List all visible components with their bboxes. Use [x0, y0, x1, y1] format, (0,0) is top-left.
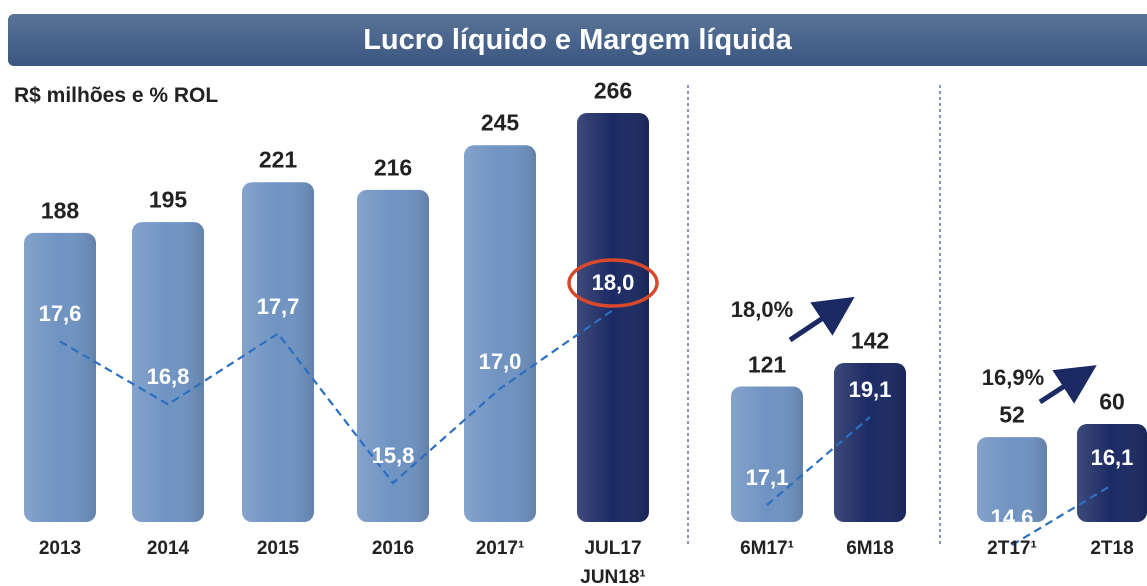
bar-value-label: 245 — [480, 109, 520, 136]
bar-value-label: 52 — [999, 401, 1025, 428]
category-label: 2T17¹ — [987, 538, 1037, 559]
bar-value-label: 195 — [148, 186, 188, 213]
margin-label: 17,1 — [745, 465, 789, 490]
annotation: 18,0% — [730, 297, 794, 322]
margin-label: 17,6 — [38, 301, 82, 327]
bar-value-label: 216 — [373, 154, 413, 181]
category-label: 2017¹ — [475, 538, 525, 559]
bar-value-label: 121 — [747, 351, 787, 377]
bar-value-label: 142 — [850, 327, 890, 354]
bar-shade — [132, 222, 204, 522]
bar-shade — [1077, 424, 1147, 522]
category-label: 6M17¹ — [740, 538, 794, 559]
title-bar: Lucro líquido e Margem líquida — [8, 14, 1147, 66]
bar-shade — [834, 363, 906, 522]
margin-label: 17,0 — [478, 348, 522, 374]
margin-line — [59, 309, 614, 485]
bar-shade — [464, 145, 536, 522]
subtitle: R$ milhões e % ROL — [14, 84, 219, 107]
bar-shade — [577, 113, 649, 522]
highlight-ring — [567, 258, 659, 308]
margin-label: 17,7 — [256, 293, 300, 319]
bar-shade — [24, 232, 96, 523]
bar-value-label: 60 — [1099, 388, 1125, 415]
margin-line — [1011, 484, 1113, 546]
category-label: 2013 — [38, 538, 82, 559]
bar-shade — [357, 189, 429, 522]
category-label: 2015 — [256, 538, 300, 559]
margin-label: 18,0 — [591, 270, 635, 295]
margin-label: 15,8 — [371, 443, 415, 468]
category-label: JUL17 JUN18¹ — [580, 538, 646, 586]
category-label: 2016 — [371, 538, 415, 559]
bar-shade — [977, 437, 1047, 522]
bar-value-label: 266 — [593, 77, 633, 104]
bar-value-label: 188 — [40, 197, 80, 224]
margin-label: 19,1 — [848, 377, 892, 402]
annotation: 16,9% — [981, 365, 1045, 390]
bar-value-label: 221 — [258, 146, 298, 173]
margin-label: 16,1 — [1090, 445, 1134, 470]
annotation-arrow — [788, 296, 855, 343]
bar-shade — [242, 182, 314, 523]
category-label: 2T18 — [1090, 538, 1134, 559]
title: Lucro líquido e Margem líquida — [363, 23, 792, 56]
margin-label: 16,8 — [146, 364, 190, 390]
margin-label: 14,6 — [990, 505, 1034, 530]
margin-line — [766, 416, 871, 506]
category-label: 2014 — [146, 538, 190, 559]
category-label: 6M18 — [846, 538, 894, 559]
annotation-arrow — [1038, 365, 1097, 405]
bar-shade — [731, 386, 803, 522]
